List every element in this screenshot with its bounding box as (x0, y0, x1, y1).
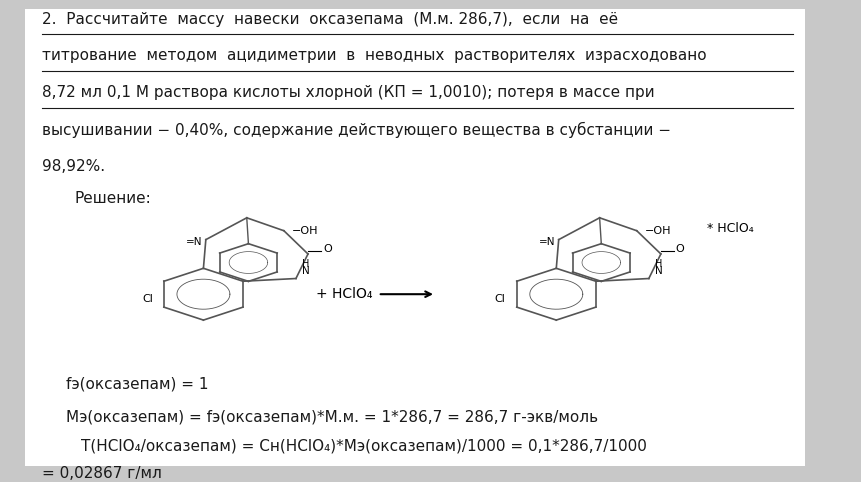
Text: =N: =N (539, 237, 555, 247)
Text: O: O (323, 244, 331, 254)
Text: Cl: Cl (495, 294, 505, 304)
Text: * HClO₄: * HClO₄ (708, 222, 754, 235)
Text: 98,92%.: 98,92%. (41, 159, 105, 174)
Text: титрование  методом  ацидиметрии  в  неводных  растворителях  израсходовано: титрование методом ацидиметрии в неводны… (41, 49, 706, 64)
Text: N: N (655, 266, 663, 276)
Text: =N: =N (186, 237, 202, 247)
Text: = 0,02867 г/мл: = 0,02867 г/мл (41, 466, 161, 481)
Text: N: N (302, 266, 310, 276)
Text: O: O (676, 244, 684, 254)
Text: Cl: Cl (142, 294, 152, 304)
Text: −OH: −OH (645, 226, 672, 236)
Text: fэ(оксазепам) = 1: fэ(оксазепам) = 1 (66, 376, 209, 391)
Text: −OH: −OH (292, 226, 319, 236)
Text: 2.  Рассчитайте  массу  навески  оксазепама  (М.м. 286,7),  если  на  её: 2. Рассчитайте массу навески оксазепама … (41, 12, 617, 27)
FancyBboxPatch shape (25, 10, 805, 466)
Text: Mэ(оксазепам) = fэ(оксазепам)*М.м. = 1*286,7 = 286,7 г-экв/моль: Mэ(оксазепам) = fэ(оксазепам)*М.м. = 1*2… (66, 410, 598, 425)
Text: H: H (302, 259, 310, 269)
Text: Т(HClO₄/оксазепам) = Cн(HClO₄)*Mэ(оксазепам)/1000 = 0,1*286,7/1000: Т(HClO₄/оксазепам) = Cн(HClO₄)*Mэ(оксазе… (41, 439, 647, 454)
Text: высушивании − 0,40%, содержание действующего вещества в субстанции −: высушивании − 0,40%, содержание действую… (41, 122, 671, 138)
Text: 8,72 мл 0,1 М раствора кислоты хлорной (КП = 1,0010); потеря в массе при: 8,72 мл 0,1 М раствора кислоты хлорной (… (41, 85, 654, 100)
Text: Решение:: Решение: (75, 191, 152, 206)
Text: + HClO₄: + HClO₄ (316, 287, 373, 301)
Text: H: H (655, 259, 662, 269)
